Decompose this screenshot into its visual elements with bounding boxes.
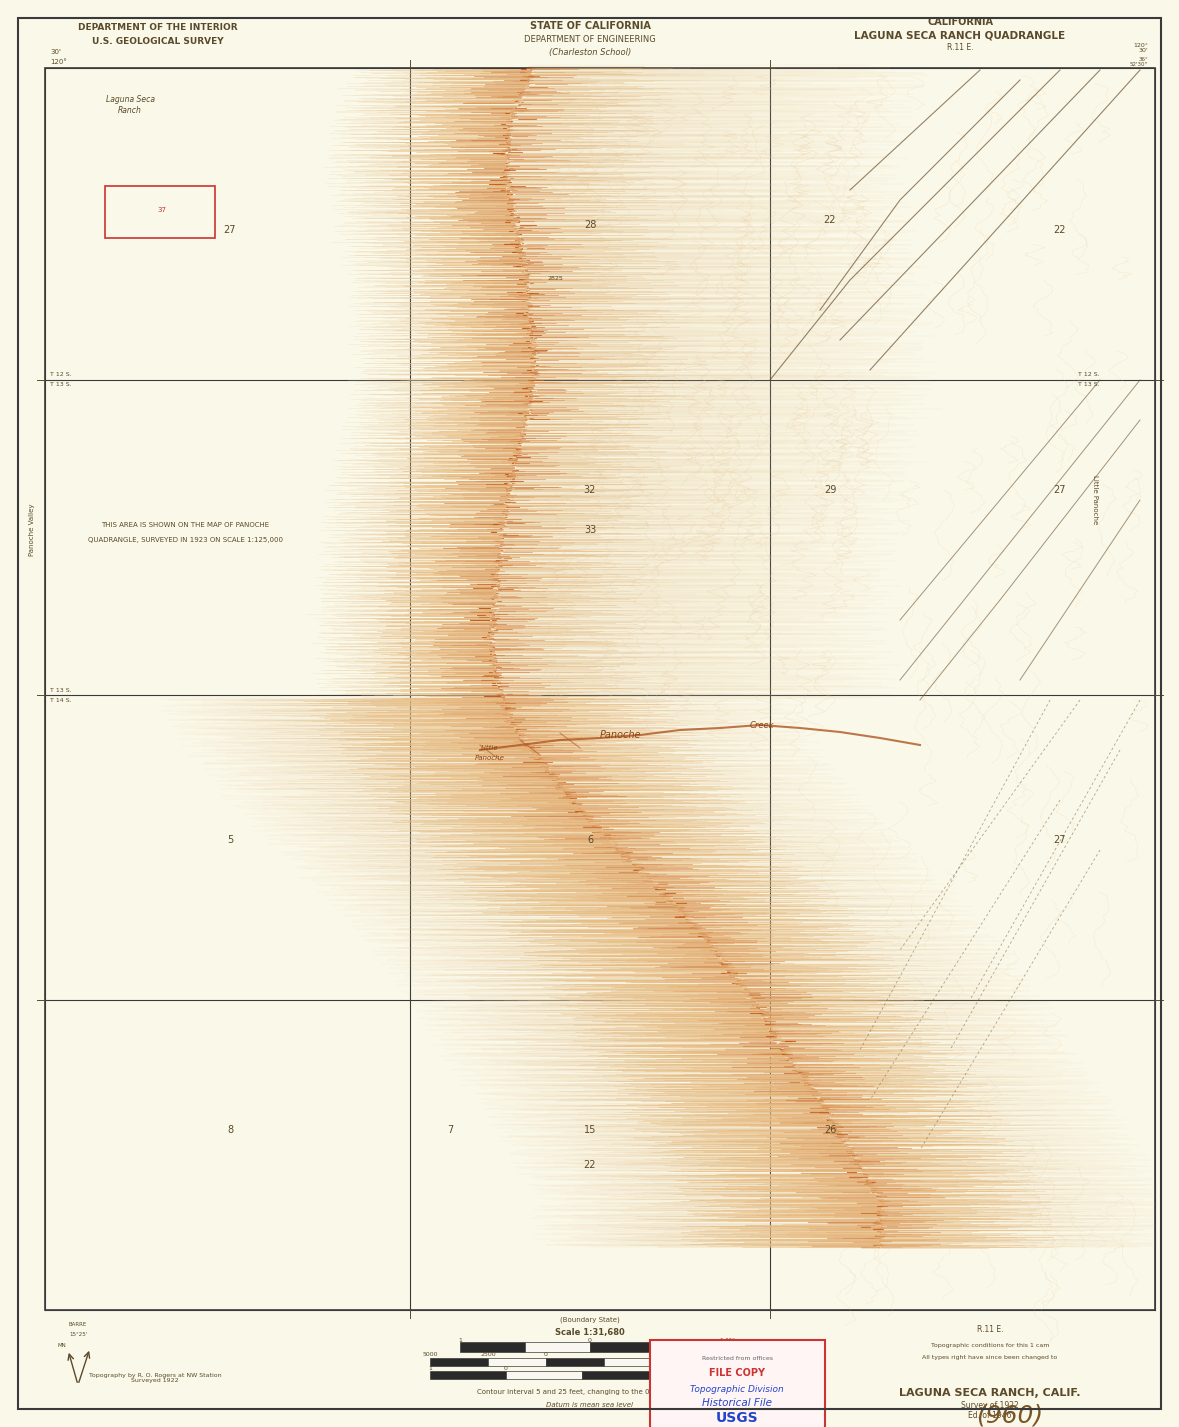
Text: 30': 30' — [50, 49, 61, 56]
Bar — [105, 186, 215, 238]
Text: 36°
52'30": 36° 52'30" — [1129, 57, 1148, 67]
Text: 5000 Feet: 5000 Feet — [720, 1353, 751, 1357]
Text: 7: 7 — [447, 1124, 453, 1134]
Text: Creek: Creek — [750, 721, 775, 729]
Text: T 12 S.: T 12 S. — [50, 372, 72, 378]
Text: LAGUNA SECA RANCH QUADRANGLE: LAGUNA SECA RANCH QUADRANGLE — [855, 30, 1066, 40]
Text: Scale 1:31,680: Scale 1:31,680 — [555, 1327, 625, 1337]
Text: T 13 S.: T 13 S. — [50, 382, 72, 388]
Text: Panoche: Panoche — [599, 731, 640, 741]
Bar — [650, 1340, 825, 1427]
Text: STATE OF CALIFORNIA: STATE OF CALIFORNIA — [529, 21, 651, 31]
Text: Ed. of 1946: Ed. of 1946 — [968, 1410, 1012, 1420]
Bar — [488, 1359, 546, 1366]
Text: Little: Little — [481, 745, 499, 751]
Text: (Boundary State): (Boundary State) — [560, 1317, 620, 1323]
Text: 1: 1 — [459, 1337, 462, 1343]
Text: 1: 1 — [428, 1366, 432, 1370]
Bar — [661, 1359, 720, 1366]
Bar — [582, 1371, 658, 1378]
Bar — [656, 1341, 720, 1351]
Text: 5000: 5000 — [422, 1353, 437, 1357]
Text: 2500: 2500 — [480, 1353, 496, 1357]
Text: BARRE: BARRE — [68, 1323, 87, 1327]
Bar — [460, 1341, 525, 1351]
Text: 1 Mile: 1 Mile — [720, 1337, 738, 1343]
Text: 26: 26 — [824, 1124, 836, 1134]
Text: Panoche: Panoche — [475, 755, 505, 761]
Text: 6: 6 — [587, 835, 593, 845]
Text: 27: 27 — [224, 225, 236, 235]
Text: Topographic Division: Topographic Division — [690, 1384, 784, 1394]
Text: T 12 S.: T 12 S. — [1079, 372, 1100, 378]
Text: U.S. GEOLOGICAL SURVEY: U.S. GEOLOGICAL SURVEY — [92, 37, 224, 46]
Text: Survey of 1922: Survey of 1922 — [961, 1400, 1019, 1410]
Text: 120°
30': 120° 30' — [1133, 43, 1148, 53]
Text: Little Panoche: Little Panoche — [1092, 475, 1098, 525]
Text: MN: MN — [58, 1343, 66, 1349]
Text: 32: 32 — [584, 485, 597, 495]
Text: Contour interval 5 and 25 feet, changing to the 000 foot contour: Contour interval 5 and 25 feet, changing… — [476, 1388, 704, 1396]
Text: (960): (960) — [976, 1403, 1043, 1427]
Text: 0: 0 — [544, 1353, 548, 1357]
Text: T 14 S.: T 14 S. — [50, 698, 72, 702]
Text: 28: 28 — [584, 220, 597, 230]
Text: Topography by R. O. Rogers at NW Station
Surveyed 1922: Topography by R. O. Rogers at NW Station… — [88, 1373, 222, 1383]
Text: QUADRANGLE, SURVEYED IN 1923 ON SCALE 1:125,000: QUADRANGLE, SURVEYED IN 1923 ON SCALE 1:… — [87, 537, 283, 544]
Text: 5: 5 — [226, 835, 233, 845]
Text: R.11 E.: R.11 E. — [976, 1326, 1003, 1334]
Bar — [430, 1359, 488, 1366]
Text: T 13 S.: T 13 S. — [1079, 382, 1100, 388]
Text: 0: 0 — [588, 1337, 592, 1343]
Text: DEPARTMENT OF THE INTERIOR: DEPARTMENT OF THE INTERIOR — [78, 23, 238, 33]
Text: T 13 S.: T 13 S. — [50, 688, 72, 692]
Bar — [546, 1359, 604, 1366]
Text: Panoche Valley: Panoche Valley — [29, 504, 35, 557]
Text: 15: 15 — [584, 1124, 597, 1134]
Text: All types right have since been changed to: All types right have since been changed … — [922, 1354, 1058, 1360]
Bar — [604, 1359, 661, 1366]
Text: Laguna Seca
Ranch: Laguna Seca Ranch — [105, 96, 154, 114]
Text: 27: 27 — [1054, 835, 1066, 845]
Text: Datum is mean sea level: Datum is mean sea level — [547, 1401, 633, 1408]
Text: 22: 22 — [1054, 225, 1066, 235]
Text: 8: 8 — [226, 1124, 233, 1134]
Text: THIS AREA IS SHOWN ON THE MAP OF PANOCHE: THIS AREA IS SHOWN ON THE MAP OF PANOCHE — [101, 522, 269, 528]
Text: 0: 0 — [505, 1366, 508, 1370]
Text: 33: 33 — [584, 525, 597, 535]
Text: Restricted from offices: Restricted from offices — [702, 1356, 772, 1360]
Text: 2825: 2825 — [547, 275, 562, 281]
Text: 1 Kilometer: 1 Kilometer — [658, 1366, 694, 1370]
Text: 22: 22 — [584, 1160, 597, 1170]
Text: LAGUNA SECA RANCH, CALIF.: LAGUNA SECA RANCH, CALIF. — [900, 1388, 1081, 1398]
Text: USGS: USGS — [716, 1411, 758, 1426]
Text: Topographic conditions for this 1 cam: Topographic conditions for this 1 cam — [930, 1343, 1049, 1347]
Text: 37: 37 — [158, 207, 166, 213]
Text: 27: 27 — [1054, 485, 1066, 495]
Text: 120°: 120° — [50, 59, 67, 66]
Text: 29: 29 — [824, 485, 836, 495]
Bar — [45, 68, 1155, 1310]
Bar — [590, 1341, 656, 1351]
Text: FILE COPY: FILE COPY — [709, 1368, 765, 1378]
Text: CALIFORNIA: CALIFORNIA — [927, 17, 993, 27]
Text: 22: 22 — [824, 215, 836, 225]
Text: (Charleston School): (Charleston School) — [549, 49, 631, 57]
Text: DEPARTMENT OF ENGINEERING: DEPARTMENT OF ENGINEERING — [525, 34, 656, 43]
Text: Historical File: Historical File — [702, 1398, 772, 1408]
Bar — [430, 1371, 506, 1378]
Bar — [506, 1371, 582, 1378]
Text: 15°25': 15°25' — [68, 1333, 87, 1337]
Bar — [525, 1341, 590, 1351]
Text: R.11 E.: R.11 E. — [947, 43, 973, 53]
